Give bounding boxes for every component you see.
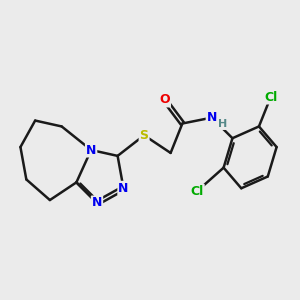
Text: N: N	[207, 111, 217, 124]
Text: Cl: Cl	[264, 91, 277, 103]
Text: N: N	[118, 182, 129, 195]
Text: S: S	[140, 129, 148, 142]
Text: N: N	[92, 196, 102, 209]
Text: Cl: Cl	[190, 185, 204, 198]
Text: N: N	[86, 143, 96, 157]
Text: O: O	[159, 93, 170, 106]
Text: H: H	[218, 119, 227, 129]
